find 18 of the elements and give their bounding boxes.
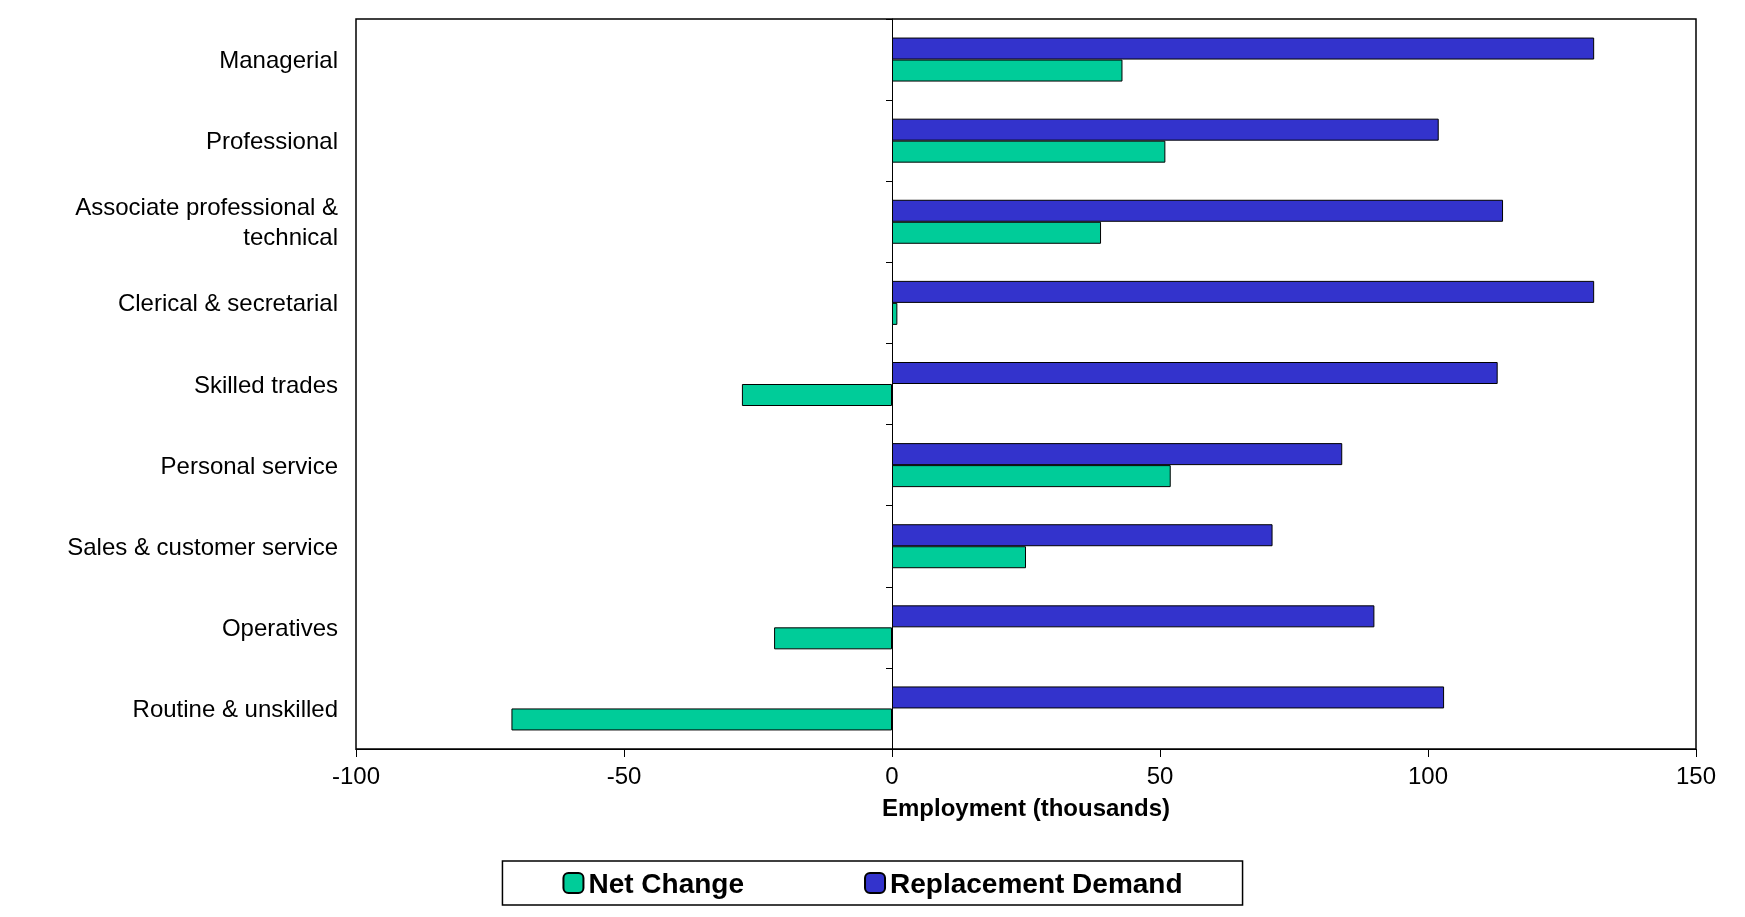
- x-tick-label: -50: [606, 761, 642, 789]
- y-tick-label: Professional: [205, 127, 338, 155]
- y-tick-label: Clerical & secretarial: [117, 289, 338, 317]
- y-tick-label: Personal service: [160, 451, 338, 479]
- y-tick-label: Skilled trades: [193, 370, 338, 398]
- x-tick-label: -100: [331, 761, 381, 789]
- y-tick-label: Routine & unskilled: [132, 694, 338, 722]
- x-tick-label: 150: [1675, 761, 1717, 789]
- x-axis-title: Employment (thousands): [881, 793, 1171, 821]
- y-tick-label: Sales & customer service: [67, 532, 338, 560]
- y-tick-label: Associate professional & technical: [75, 193, 338, 251]
- legend-label: Replacement Demand: [890, 867, 1183, 899]
- x-tick-label: 0: [885, 761, 899, 789]
- legend-label: Net Change: [588, 867, 745, 899]
- x-tick-label: 50: [1146, 761, 1174, 789]
- y-tick-label: Managerial: [219, 46, 338, 74]
- x-tick-label: 100: [1407, 761, 1449, 789]
- y-tick-label: Operatives: [221, 613, 338, 641]
